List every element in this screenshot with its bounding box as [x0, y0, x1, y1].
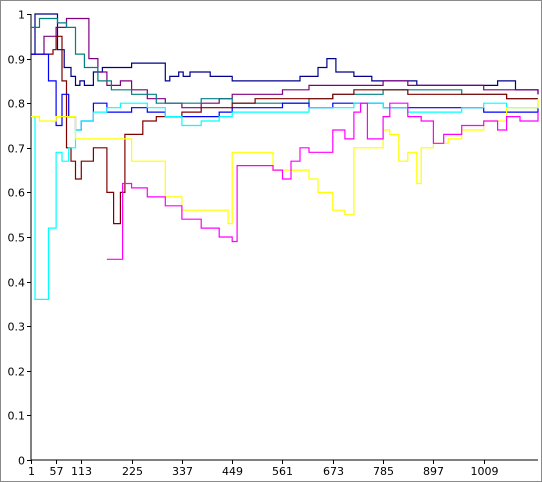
- series-line-3: [31, 17, 538, 104]
- x-tick-label: 225: [122, 465, 143, 478]
- series-line-1: [31, 13, 539, 95]
- y-tick-label: 0.9: [8, 54, 26, 67]
- x-tick-label: 449: [222, 465, 243, 478]
- y-tick-label: 1: [18, 9, 25, 22]
- y-tick-label: 0: [18, 455, 25, 468]
- y-tick-label: 0.2: [8, 366, 26, 379]
- x-tick-label: 785: [373, 465, 394, 478]
- y-tick-label: 0.3: [8, 321, 26, 334]
- x-tick-label: 1: [28, 465, 35, 478]
- x-tick-label: 897: [423, 465, 444, 478]
- y-tick-label: 0.1: [8, 410, 26, 423]
- y-tick-label: 0.4: [8, 277, 26, 290]
- y-tick-label: 0.5: [8, 232, 26, 245]
- x-tick-label: 673: [323, 465, 344, 478]
- x-tick-label: 1009: [471, 465, 499, 478]
- series-line-7: [31, 98, 539, 225]
- series-line-2: [31, 17, 539, 109]
- y-tick-label: 0.8: [8, 98, 26, 111]
- series-line-8: [106, 102, 539, 260]
- x-tick-label: 561: [272, 465, 293, 478]
- y-tick-label: 0.6: [8, 187, 26, 200]
- x-tick-label: 113: [71, 465, 92, 478]
- y-tick-label: 0.7: [8, 143, 26, 156]
- x-tick-label: 337: [172, 465, 193, 478]
- x-tick-label: 57: [50, 465, 64, 478]
